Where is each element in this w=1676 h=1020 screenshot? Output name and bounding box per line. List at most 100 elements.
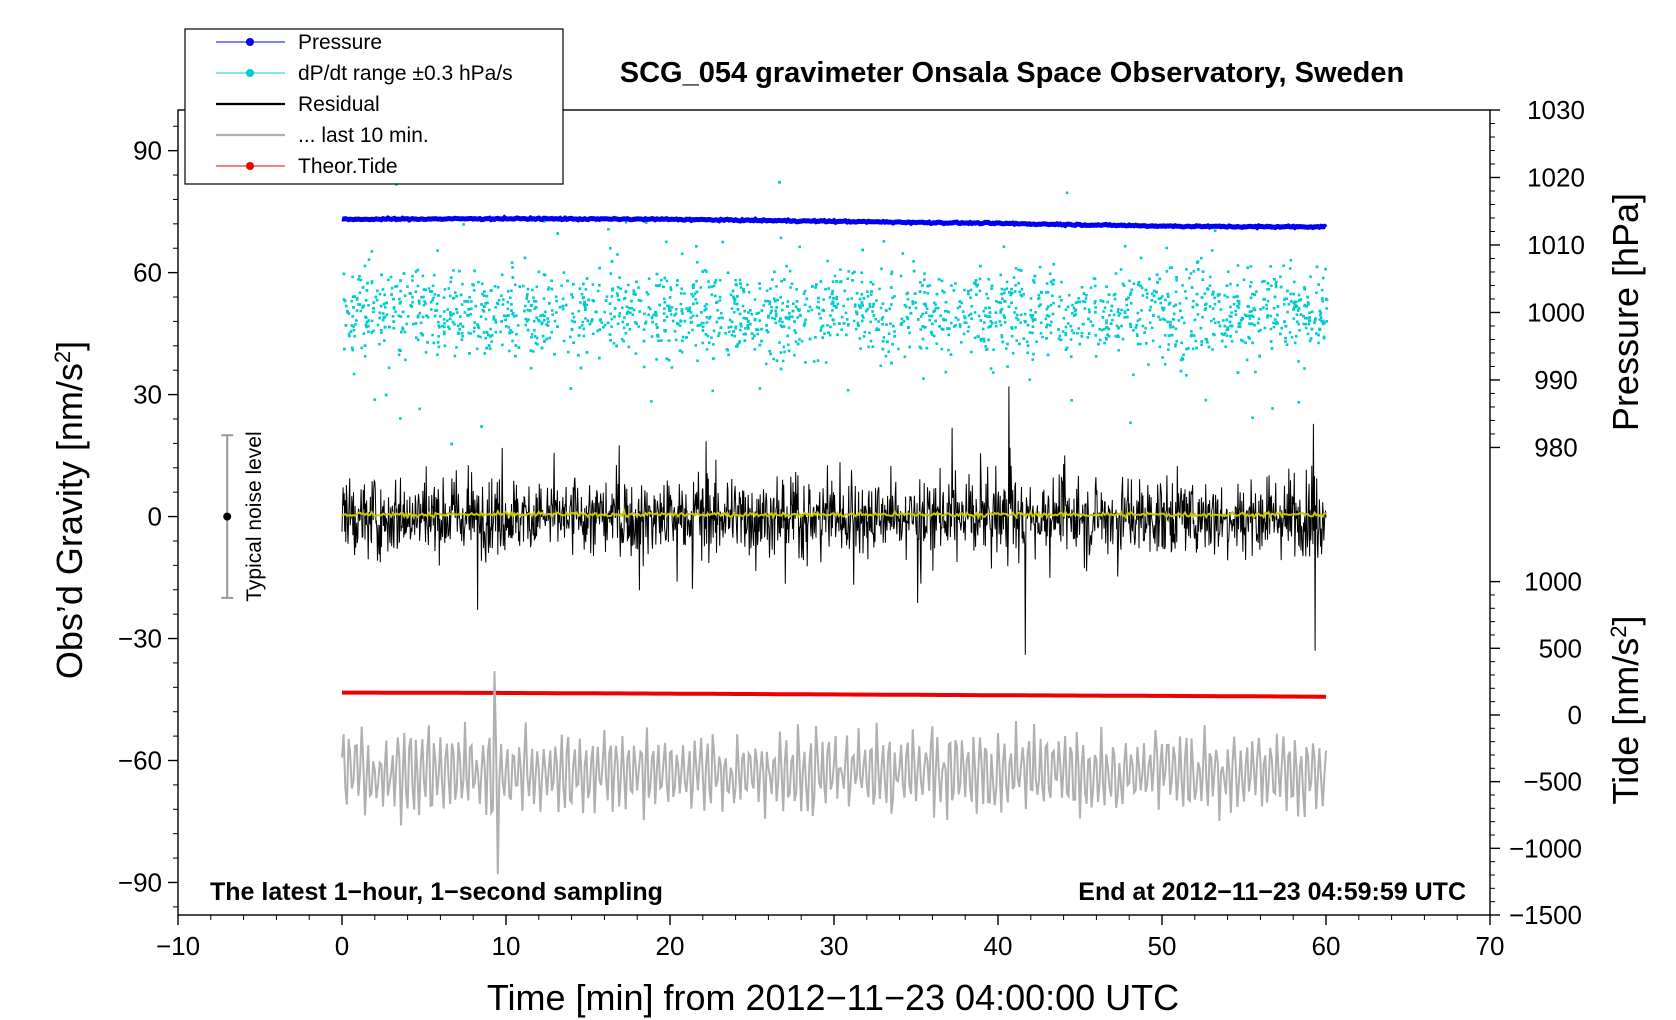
dpdt-point	[1219, 308, 1223, 311]
dpdt-point	[1256, 321, 1260, 325]
dpdt-point	[611, 289, 614, 292]
dpdt-point	[402, 272, 406, 275]
legend-label: ... last 10 min.	[298, 124, 429, 147]
dpdt-point	[914, 306, 918, 310]
dpdt-point	[1019, 293, 1022, 297]
dpdt-point	[401, 310, 405, 314]
dpdt-point	[544, 310, 547, 314]
dpdt-point	[1001, 297, 1004, 300]
dpdt-point	[1044, 291, 1048, 294]
dpdt-point	[1309, 275, 1312, 279]
dpdt-point	[938, 325, 941, 328]
dpdt-point	[1076, 300, 1080, 304]
dpdt-point	[405, 322, 408, 326]
dpdt-point	[976, 334, 980, 338]
dpdt-point	[904, 305, 908, 309]
dpdt-point	[535, 285, 539, 289]
dpdt-point	[851, 271, 855, 275]
dpdt-point	[655, 284, 658, 287]
dpdt-point	[416, 268, 420, 272]
dpdt-point	[842, 322, 846, 325]
dpdt-point	[1034, 311, 1037, 314]
legend-label: dP/dt range ±0.3 hPa/s	[298, 62, 513, 85]
dpdt-point	[781, 359, 785, 363]
dpdt-point	[975, 284, 979, 288]
dpdt-point	[615, 292, 619, 295]
dpdt-point	[1204, 307, 1208, 310]
dpdt-point	[739, 286, 743, 289]
dpdt-point	[1007, 305, 1011, 309]
dpdt-point	[1123, 244, 1127, 248]
dpdt-point	[390, 286, 394, 290]
dpdt-point	[617, 298, 621, 302]
dpdt-point	[959, 341, 963, 344]
dpdt-point	[921, 325, 925, 328]
dpdt-point	[1159, 318, 1162, 321]
dpdt-point	[973, 282, 977, 285]
dpdt-point	[1315, 291, 1318, 294]
dpdt-point	[803, 289, 807, 293]
dpdt-point	[1000, 335, 1004, 339]
dpdt-point	[1146, 292, 1149, 295]
dpdt-point	[1252, 315, 1255, 319]
dpdt-point	[774, 321, 778, 325]
dpdt-point	[666, 304, 669, 308]
dpdt-point	[1282, 264, 1285, 268]
dpdt-point	[399, 315, 403, 318]
dpdt-point	[489, 335, 492, 338]
dpdt-point	[353, 334, 356, 338]
dpdt-point	[1323, 321, 1326, 325]
dpdt-point	[590, 318, 594, 321]
dpdt-point	[397, 353, 401, 357]
tide-tick-label: 0	[1568, 700, 1582, 730]
dpdt-point	[1030, 316, 1033, 319]
dpdt-point	[941, 289, 944, 293]
tide-line	[342, 690, 1326, 699]
dpdt-point	[1178, 302, 1182, 305]
dpdt-point	[1083, 300, 1087, 304]
dpdt-point	[1122, 284, 1126, 287]
dpdt-point	[718, 299, 722, 302]
dpdt-point	[541, 313, 544, 317]
dpdt-point	[1292, 280, 1296, 284]
dpdt-point	[892, 324, 895, 328]
dpdt-point	[421, 333, 424, 337]
dpdt-point	[674, 338, 678, 342]
dpdt-point	[882, 336, 886, 339]
dpdt-point	[624, 221, 628, 224]
dpdt-point	[546, 317, 549, 320]
dpdt-point	[1118, 312, 1122, 315]
dpdt-point	[1006, 365, 1009, 368]
dpdt-point	[979, 264, 982, 268]
dpdt-point	[662, 297, 666, 301]
dpdt-point	[1247, 305, 1250, 308]
dpdt-point	[350, 299, 354, 303]
dpdt-point	[779, 317, 782, 320]
dpdt-point	[717, 316, 721, 320]
dpdt-point	[735, 283, 738, 287]
dpdt-point	[1006, 342, 1009, 346]
dpdt-point	[908, 331, 911, 335]
dpdt-point	[829, 325, 832, 329]
dpdt-point	[1296, 309, 1300, 312]
dpdt-point	[835, 297, 838, 301]
dpdt-point	[1304, 326, 1308, 330]
dpdt-point	[1247, 335, 1250, 339]
dpdt-point	[923, 291, 926, 294]
dpdt-point	[463, 299, 466, 303]
dpdt-point	[944, 370, 948, 374]
dpdt-point	[1069, 324, 1073, 328]
dpdt-point	[706, 334, 710, 338]
dpdt-point	[381, 318, 385, 322]
dpdt-point	[840, 315, 844, 319]
dpdt-point	[817, 296, 820, 300]
dpdt-point	[598, 356, 601, 360]
dpdt-point	[1132, 373, 1135, 377]
dpdt-point	[531, 288, 534, 292]
dpdt-point	[343, 299, 347, 303]
dpdt-point	[843, 289, 847, 293]
dpdt-point	[1293, 305, 1296, 309]
dpdt-point	[680, 252, 684, 256]
dpdt-point	[537, 318, 540, 322]
